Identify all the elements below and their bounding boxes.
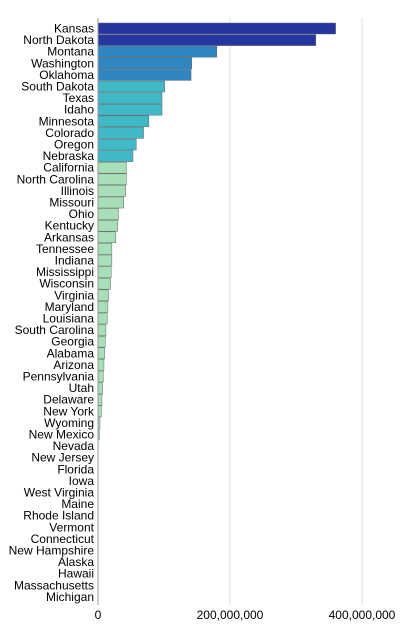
bar-kentucky xyxy=(98,220,118,231)
bar-texas xyxy=(98,93,162,104)
bar-tennessee xyxy=(98,243,112,254)
bar-pennsylvania xyxy=(98,371,103,382)
bar-ohio xyxy=(98,209,118,220)
bar-nebraska xyxy=(98,151,133,162)
x-tick-label: 0 xyxy=(95,608,102,622)
bar-south-carolina xyxy=(98,325,106,336)
x-tick-label: 200,000,000 xyxy=(197,608,264,622)
x-tick-label: 400,000,000 xyxy=(329,608,396,622)
bar-washington xyxy=(98,58,192,69)
bar-mississippi xyxy=(98,267,111,278)
bar-arkansas xyxy=(98,232,116,243)
bar-oregon xyxy=(98,139,136,150)
bar-oklahoma xyxy=(98,69,191,80)
bars xyxy=(98,23,336,602)
bar-idaho xyxy=(98,104,162,115)
bar-wisconsin xyxy=(98,278,111,289)
bar-north-carolina xyxy=(98,174,126,185)
bar-montana xyxy=(98,46,217,57)
bar-minnesota xyxy=(98,116,149,127)
bar-alabama xyxy=(98,348,105,359)
bar-indiana xyxy=(98,255,112,266)
grid-lines xyxy=(230,18,362,605)
bar-louisiana xyxy=(98,313,107,324)
bar-virginia xyxy=(98,290,109,301)
bar-maryland xyxy=(98,301,108,312)
category-label: Michigan xyxy=(46,590,94,604)
bar-delaware xyxy=(98,394,102,405)
bar-south-dakota xyxy=(98,81,165,92)
bar-kansas xyxy=(98,23,336,34)
bar-california xyxy=(98,162,126,173)
bar-arizona xyxy=(98,359,104,370)
x-axis-ticks: 0 200,000,000 400,000,000 xyxy=(95,608,396,622)
bar-north-dakota xyxy=(98,35,316,46)
bar-georgia xyxy=(98,336,105,347)
bar-colorado xyxy=(98,127,144,138)
bar-illinois xyxy=(98,185,126,196)
bar-utah xyxy=(98,383,103,394)
bar-missouri xyxy=(98,197,124,208)
